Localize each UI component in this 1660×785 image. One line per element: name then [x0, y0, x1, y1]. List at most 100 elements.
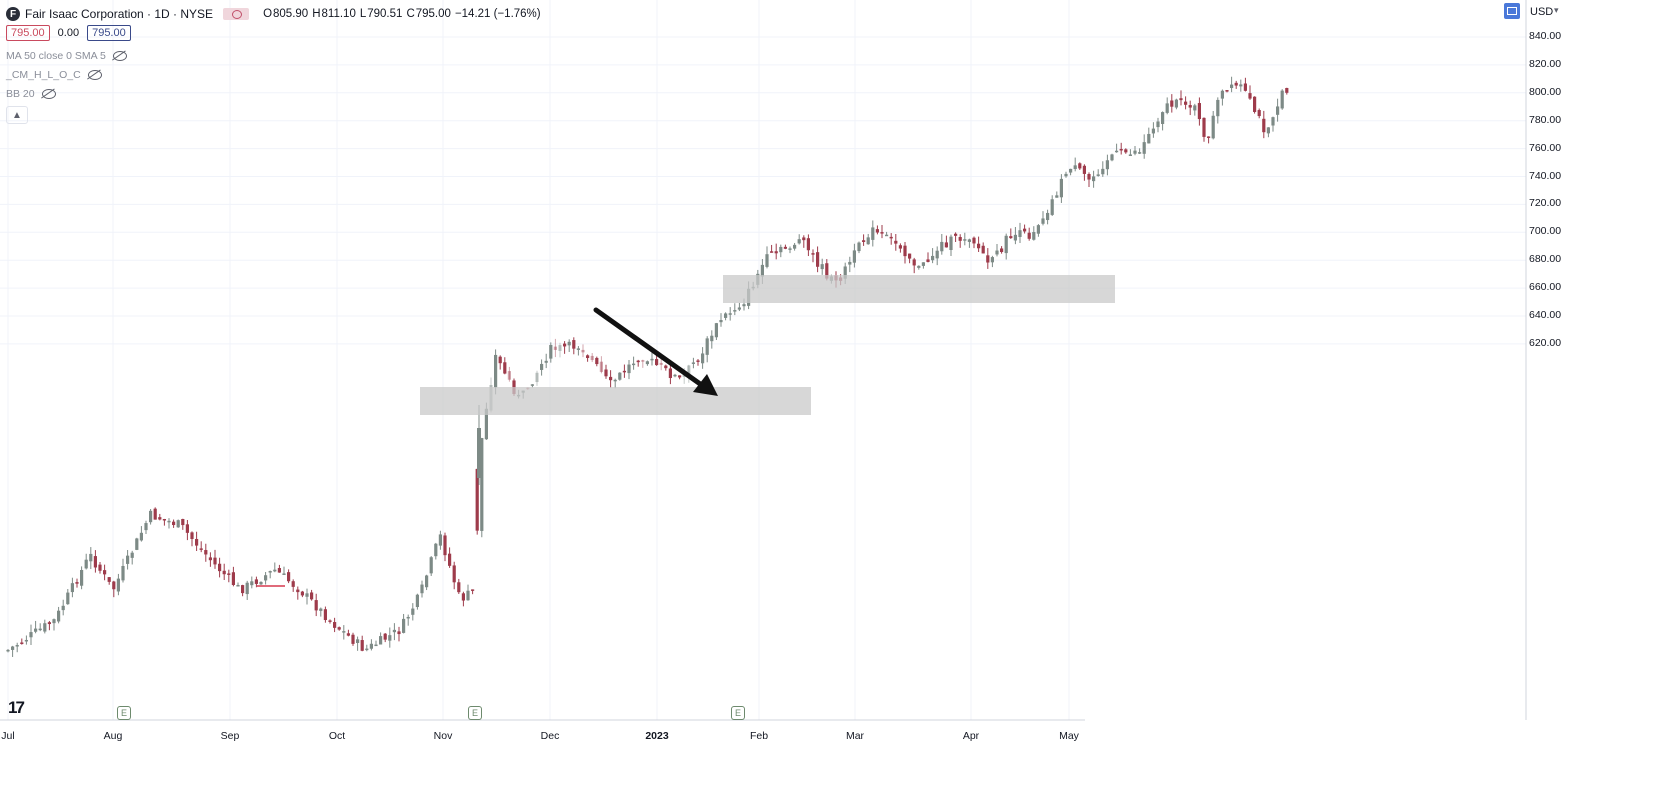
chevron-up-icon[interactable]: ▲	[6, 106, 28, 124]
candle-body	[457, 582, 461, 593]
candle-body	[1248, 93, 1252, 99]
candle-body	[1087, 174, 1091, 180]
candle-body	[1174, 99, 1178, 108]
candle-body	[1151, 128, 1155, 134]
indicator-cm[interactable]: _CM_H_L_O_C	[6, 69, 102, 81]
candle-body	[1165, 103, 1169, 113]
candle-body	[144, 523, 148, 531]
hide-series-button[interactable]	[223, 8, 250, 20]
candle-body	[34, 628, 38, 632]
candle-body	[618, 372, 622, 380]
candle-body	[162, 518, 166, 521]
candle-body	[1262, 118, 1266, 133]
price-tick-label: 620.00	[1529, 336, 1562, 349]
earnings-icon[interactable]: E	[117, 706, 131, 720]
candle-body	[356, 639, 360, 643]
candle-body	[1188, 105, 1192, 108]
earnings-icon[interactable]: E	[468, 706, 482, 720]
price-tick-label: 740.00	[1529, 169, 1562, 182]
candle-body	[379, 636, 383, 645]
candle-body	[673, 374, 677, 377]
candle-body	[475, 468, 479, 531]
candle-body	[788, 248, 792, 250]
candle-body	[599, 361, 603, 372]
candle-body	[494, 354, 498, 388]
candle-body	[342, 631, 346, 633]
candle-body	[1064, 173, 1068, 177]
candle-body	[553, 346, 557, 350]
candle-body	[360, 640, 364, 651]
candle-body	[664, 365, 668, 369]
candle-body	[415, 594, 419, 608]
candle-body	[199, 548, 203, 550]
indicator-ma[interactable]: MA 50 close 0 SMA 5	[6, 50, 127, 62]
time-tick-label: May	[1059, 730, 1079, 742]
time-tick-label: Sep	[220, 730, 240, 742]
candle-body	[185, 524, 189, 533]
candle-body	[1202, 117, 1206, 137]
candle-body	[981, 245, 985, 254]
candle-body	[1036, 225, 1040, 234]
candle-body	[852, 250, 856, 263]
candle-body	[1073, 165, 1077, 170]
candle-body	[461, 593, 465, 601]
candle-body	[84, 559, 88, 569]
candle-body	[1266, 127, 1270, 134]
symbol-title[interactable]: Fair Isaac Corporation · 1D · NYSE	[25, 7, 214, 21]
candle-body	[530, 384, 534, 386]
currency-label[interactable]: USD	[1530, 6, 1554, 18]
candle-body	[43, 623, 47, 632]
indicator-bb[interactable]: BB 20	[6, 88, 56, 100]
candle-body	[1225, 90, 1229, 92]
candle-body	[875, 229, 879, 233]
candle-body	[935, 250, 939, 259]
candle-body	[967, 239, 971, 242]
candle-body	[80, 569, 84, 586]
chevron-down-icon[interactable]: ▾	[1554, 5, 1559, 15]
sell-price-button[interactable]: 795.00	[6, 25, 50, 41]
candle-body	[425, 575, 429, 588]
candle-body	[636, 360, 640, 363]
time-tick-label: Mar	[845, 730, 865, 742]
candle-body	[912, 259, 916, 266]
candle-body	[1115, 150, 1119, 153]
candle-body	[507, 371, 511, 380]
candle-body	[1032, 232, 1036, 240]
candle-body	[540, 363, 544, 370]
candle-body	[586, 355, 590, 359]
candle-body	[310, 592, 314, 600]
candle-body	[116, 578, 120, 592]
price-tick-label: 800.00	[1529, 85, 1562, 98]
candle-body	[733, 310, 737, 312]
candle-body	[1220, 90, 1224, 99]
candle-body	[181, 518, 185, 526]
buy-price-button[interactable]: 795.00	[87, 25, 131, 41]
candle-body	[448, 553, 452, 566]
candle-body	[1234, 82, 1238, 86]
candle-body	[820, 264, 824, 270]
candle-body	[1179, 98, 1183, 101]
price-tick-label: 840.00	[1529, 30, 1562, 42]
candle-body	[1285, 87, 1289, 93]
tradingview-logo[interactable]: 17	[8, 698, 25, 717]
candle-body	[1257, 110, 1261, 117]
candle-body	[742, 304, 746, 307]
candle-body	[300, 591, 304, 596]
candle-body	[576, 348, 580, 350]
candle-body	[29, 632, 33, 638]
candle-body	[1082, 165, 1086, 174]
candle-body	[264, 575, 268, 581]
earnings-icon[interactable]: E	[731, 706, 745, 720]
candle-body	[622, 370, 626, 373]
candle-body	[172, 521, 176, 526]
screenshot-icon[interactable]	[1504, 3, 1520, 19]
eye-hidden-icon[interactable]	[87, 70, 102, 80]
eye-hidden-icon[interactable]	[112, 51, 127, 61]
candle-body	[1110, 154, 1114, 161]
candle-body	[908, 253, 912, 259]
candle-body	[218, 563, 222, 572]
eye-hidden-icon[interactable]	[41, 89, 56, 99]
candle-body	[1193, 105, 1197, 111]
